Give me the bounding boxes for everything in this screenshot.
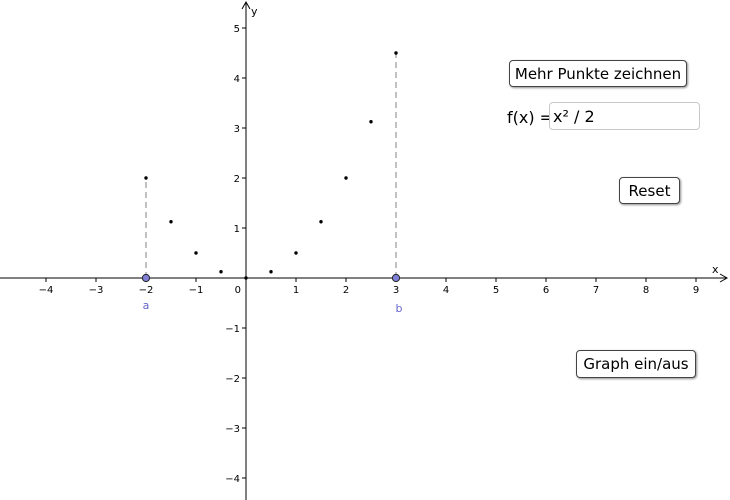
function-point <box>394 51 398 55</box>
y-tick-label: 3 <box>234 124 240 135</box>
function-point <box>194 251 198 255</box>
graph-toggle-button[interactable]: Graph ein/aus <box>576 350 696 378</box>
x-tick-label: 5 <box>493 285 499 296</box>
function-point <box>144 176 148 180</box>
x-tick-label: 9 <box>693 285 699 296</box>
function-point <box>369 120 373 124</box>
x-tick-label: −4 <box>39 285 54 296</box>
y-tick-label: −3 <box>225 424 240 435</box>
y-axis-label: y <box>251 5 258 18</box>
function-point <box>319 220 323 224</box>
function-input[interactable] <box>549 102 700 130</box>
function-point <box>244 276 248 280</box>
slider-point-a[interactable] <box>141 273 151 283</box>
x-tick-label: 6 <box>543 285 549 296</box>
function-point <box>169 220 173 224</box>
x-tick-label: 3 <box>393 285 399 296</box>
function-point <box>269 270 273 274</box>
function-point <box>294 251 298 255</box>
x-tick-label: 8 <box>643 285 649 296</box>
x-axis-label: x <box>712 263 719 276</box>
x-tick-label: −1 <box>189 285 204 296</box>
reset-button[interactable]: Reset <box>619 177 680 204</box>
y-tick-label: 5 <box>234 24 240 35</box>
function-points <box>144 51 398 280</box>
y-tick-label: −2 <box>225 374 240 385</box>
draw-more-points-button[interactable]: Mehr Punkte zeichnen <box>509 60 687 87</box>
slider-label-b: b <box>396 302 403 315</box>
y-axis-arrow <box>241 0 251 10</box>
y-tick-label: 2 <box>234 174 240 185</box>
x-tick-label: −2 <box>139 285 154 296</box>
function-label: f(x) = <box>507 108 554 127</box>
y-tick-label: 4 <box>234 74 240 85</box>
x-tick-label: −3 <box>89 285 104 296</box>
origin-label: 0 <box>235 285 241 296</box>
function-point <box>219 270 223 274</box>
x-tick-label: 7 <box>593 285 599 296</box>
x-axis-arrow <box>719 273 729 283</box>
function-point <box>344 176 348 180</box>
y-tick-label: −4 <box>225 474 240 485</box>
y-tick-label: 1 <box>234 224 240 235</box>
x-tick-label: 4 <box>443 285 449 296</box>
x-tick-label: 1 <box>293 285 299 296</box>
slider-label-a: a <box>143 299 150 312</box>
y-tick-label: −1 <box>225 324 240 335</box>
x-tick-label: 2 <box>343 285 349 296</box>
slider-point-b[interactable] <box>391 273 401 283</box>
dashed-guide-lines <box>145 53 397 278</box>
